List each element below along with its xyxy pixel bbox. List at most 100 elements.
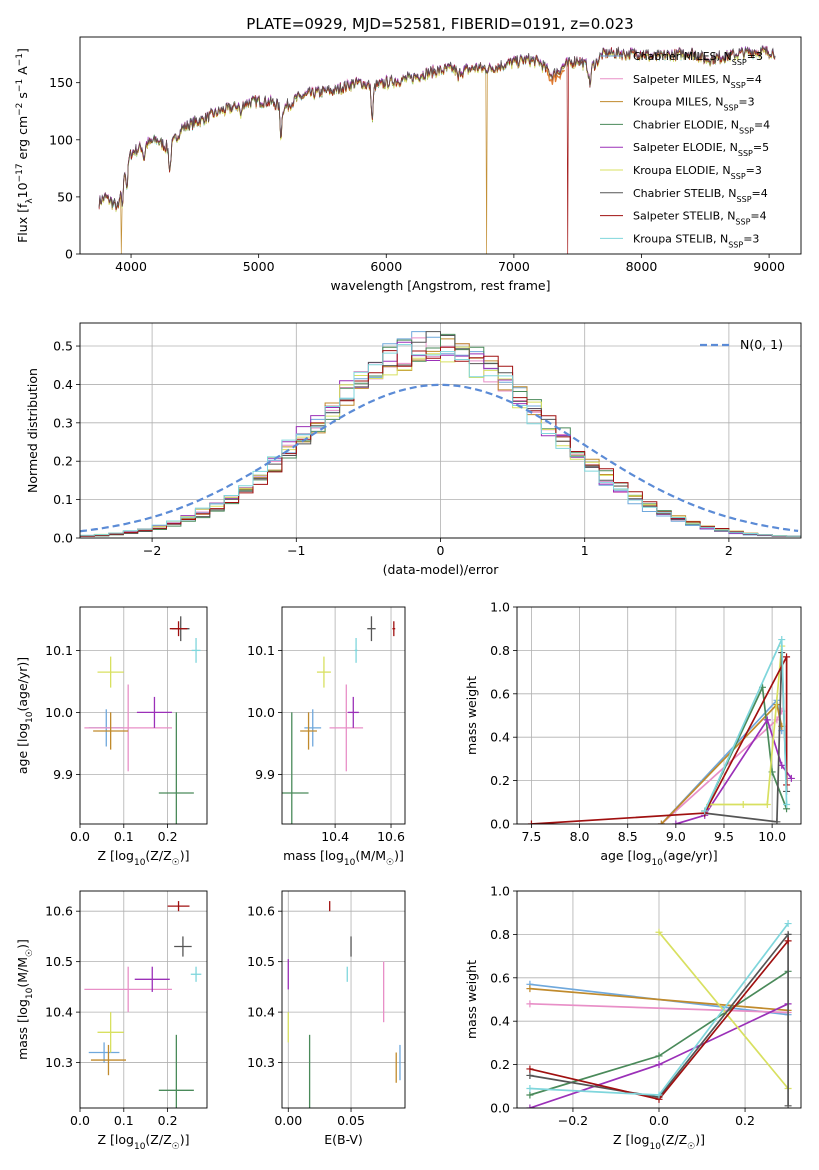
age_vs_Z-xlabel: Z [log10(Z/Z☉)] <box>98 848 190 868</box>
weight-point-marker <box>526 1104 534 1108</box>
weight_vs_age-xtick-label: 10.0 <box>758 829 786 844</box>
residuals-axes: −2 −1 0 1 2 0.0 0.1 0.2 0.3 0.4 0.5 (data-model)/er… <box>25 323 801 577</box>
mass_vs_ebv-xtick-label: 0.00 <box>274 1113 302 1128</box>
mass_vs_ebv-ytick-label: 10.6 <box>247 904 275 919</box>
weight_vs_age-xtick-label: 9.0 <box>666 829 686 844</box>
weight_vs_Z-ytick-label: 0.6 <box>490 970 510 985</box>
age_vs_Z-ytick-label: 10.0 <box>45 705 73 720</box>
legend-entry-label: Chabrier MILES, NSSP=3 <box>633 50 763 67</box>
weight_vs_Z-xtick-label: 0.0 <box>649 1113 669 1128</box>
mass_vs_Z-ytick-label: 10.5 <box>45 954 73 969</box>
age_vs_mass-xtick-label: 10.4 <box>321 829 349 844</box>
spectrum-xtick-label: 9000 <box>753 259 785 274</box>
weight_vs_age-xtick-label: 7.5 <box>521 829 541 844</box>
weight_vs_Z-ytick-label: 0.4 <box>490 1014 510 1029</box>
age_vs_Z-plot <box>84 616 201 824</box>
weight_vs_age-ylabel: mass weight <box>464 676 479 755</box>
weight-point-marker <box>778 636 786 644</box>
spectrum-legend: Chabrier MILES, NSSP=3 Salpeter MILES, NS… <box>600 50 770 249</box>
age_vs_Z-ylabel: age [log10(age/yr)] <box>15 657 35 774</box>
spectrum-xtick-label: 7000 <box>498 259 530 274</box>
weight-point-marker <box>739 800 747 808</box>
weight_vs_age-xtick-label: 9.5 <box>714 829 734 844</box>
age_vs_mass-xtick-label: 10.6 <box>377 829 405 844</box>
weight-point-marker <box>526 1071 534 1079</box>
residuals-xtick-label: −2 <box>143 543 161 558</box>
spectrum-xtick-label: 5000 <box>243 259 275 274</box>
age_vs_Z-xtick-label: 0.1 <box>114 829 134 844</box>
mass_vs_Z-frame <box>79 890 208 1109</box>
weight-series-line <box>660 710 783 824</box>
weight-point-marker <box>672 820 680 824</box>
spectrum-ytick-label: 150 <box>49 75 73 90</box>
weight-point-marker <box>526 1084 534 1092</box>
spectrum-xtick-label: 4000 <box>115 259 147 274</box>
weight_vs_age-xtick-label: 8.0 <box>570 829 590 844</box>
mass_vs_ebv-axes: 0.00 0.05 10.3 10.4 10.5 10.6 E(B-V) <box>247 891 405 1147</box>
residuals-ylabel: Normed distribution <box>25 368 40 493</box>
mass_vs_ebv-ytick-label: 10.3 <box>247 1055 275 1070</box>
age_vs_mass-ytick-label: 9.9 <box>255 767 275 782</box>
weight-point-marker <box>763 800 771 808</box>
weight_vs_age-axes: 7.5 8.0 8.5 9.0 9.5 10.0 0.0 0.2 0.4 0.6 0.8 1.0 age… <box>464 600 801 868</box>
weight-point-marker <box>655 1052 663 1060</box>
age_vs_Z-ytick-label: 10.1 <box>45 643 73 658</box>
spectrum-series-line <box>98 44 776 209</box>
figure-title: PLATE=0929, MJD=52581, FIBERID=0191, z=0… <box>246 15 633 33</box>
weight_vs_age-xtick-label: 8.5 <box>618 829 638 844</box>
mass_vs_Z-xtick-label: 0.1 <box>114 1113 134 1128</box>
weight-point-marker <box>655 1091 663 1099</box>
weight_vs_Z-ytick-label: 0.8 <box>490 927 510 942</box>
spectrum-ytick-label: 50 <box>57 189 73 204</box>
weight-series-line <box>660 702 783 824</box>
weight-point-marker <box>784 1102 792 1108</box>
mass_vs_ebv-plot <box>287 901 401 1108</box>
spectrum-xtick-label: 6000 <box>370 259 402 274</box>
mass_vs_Z-ytick-label: 10.4 <box>45 1005 73 1020</box>
residual-histogram <box>80 344 801 538</box>
legend-entry-label: Salpeter MILES, NSSP=4 <box>633 73 762 90</box>
weight-point-marker <box>784 937 792 945</box>
weight_vs_Z-xtick-label: −0.2 <box>558 1113 588 1128</box>
weight-point-marker <box>784 920 792 928</box>
mass_vs_Z-xtick-label: 0.2 <box>158 1113 178 1128</box>
mass_vs_Z-ytick-label: 10.6 <box>45 904 73 919</box>
weight_vs_age-ytick-label: 0.0 <box>490 817 510 832</box>
weight-series-line <box>703 684 788 812</box>
weight_vs_age-xlabel: age [log10(age/yr)] <box>600 848 717 868</box>
legend-entry-label: Chabrier STELIB, NSSP=4 <box>633 187 768 204</box>
residuals-xtick-label: 0 <box>437 543 445 558</box>
weight_vs_Z-ylabel: mass weight <box>464 960 479 1039</box>
weight-point-marker <box>783 800 791 808</box>
mass_vs_ebv-frame <box>281 890 406 1109</box>
weight_vs_age-ytick-label: 0.6 <box>490 686 510 701</box>
spectrum-ytick-label: 100 <box>49 132 73 147</box>
legend-entry-label: Salpeter STELIB, NSSP=4 <box>633 210 767 227</box>
weight-point-marker <box>783 653 791 661</box>
weight_vs_Z-ytick-label: 0.0 <box>490 1101 510 1116</box>
mass_vs_Z-ylabel: mass [log10(M/M☉)] <box>15 939 35 1060</box>
weight-point-marker <box>778 761 786 769</box>
weight-point-marker <box>526 985 534 993</box>
weight_vs_Z-axes: −0.2 0.0 0.2 0.0 0.2 0.4 0.6 0.8 1.0 Z [log10(Z/Z… <box>464 884 801 1152</box>
mass_vs_Z-plot <box>84 901 202 1108</box>
residuals-xlabel: (data-model)/error <box>383 562 500 577</box>
weight_vs_age-ytick-label: 1.0 <box>490 600 510 615</box>
weight-point-marker <box>655 928 663 936</box>
weight-point-marker <box>784 930 792 938</box>
spectrum-ytick-label: 0 <box>65 247 73 262</box>
age_vs_mass-frame <box>281 606 406 825</box>
mass_vs_Z-xtick-label: 0.0 <box>70 1113 90 1128</box>
weight_vs_age-frame <box>516 606 802 825</box>
spectrum-xlabel: wavelength [Angstrom, rest frame] <box>330 278 550 293</box>
weight-series-line <box>529 931 789 1106</box>
weight-point-marker <box>657 820 665 824</box>
residuals-ytick-label: 0.2 <box>53 454 73 469</box>
weight-point-marker <box>527 820 535 824</box>
legend-entry-label: Kroupa ELODIE, NSSP=3 <box>633 164 762 181</box>
weight_vs_Z-plot <box>526 920 792 1108</box>
mass_vs_ebv-xlabel: E(B-V) <box>324 1132 363 1147</box>
residuals-ytick-label: 0.0 <box>53 531 73 546</box>
weight-point-marker <box>655 1061 663 1069</box>
